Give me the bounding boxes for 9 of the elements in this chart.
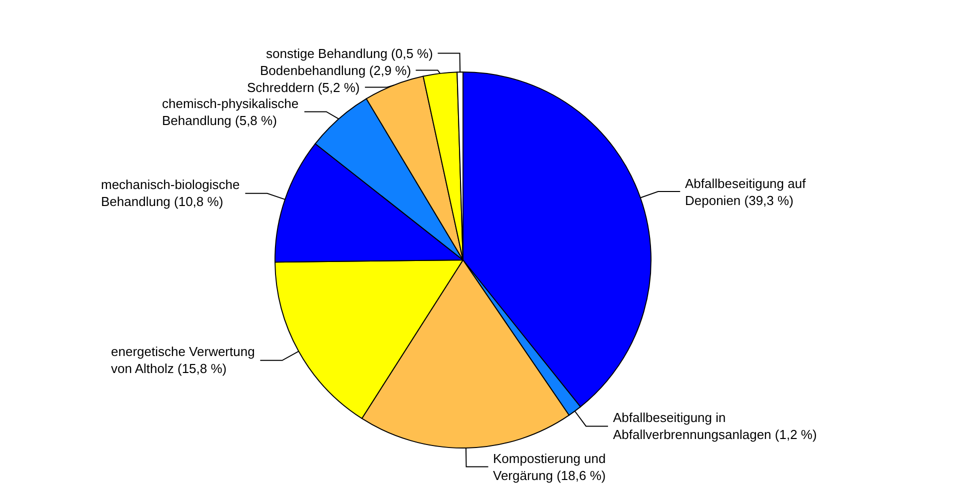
slice-label: Schreddern (5,2 %) xyxy=(247,80,360,95)
slice-label: sonstige Behandlung (0,5 %) xyxy=(266,46,433,61)
slice-label: energetische Verwertung von Altholz (15,8 %) xyxy=(111,344,255,376)
slice-label: mechanisch-biologische Behandlung (10,8 %) xyxy=(101,177,240,209)
slice-label: Abfallbeseitigung in Abfallverbrennungsanlagen (1,2 %) xyxy=(613,410,817,442)
slice-label: Bodenbehandlung (2,9 %) xyxy=(260,63,412,78)
slice-label: chemisch-physikalische Behandlung (5,8 %) xyxy=(162,96,299,128)
slice-label: Abfallbeseitigung auf Deponien (39,3 %) xyxy=(685,176,806,208)
slice-label: Kompostierung und Vergärung (18,6 %) xyxy=(493,451,606,483)
